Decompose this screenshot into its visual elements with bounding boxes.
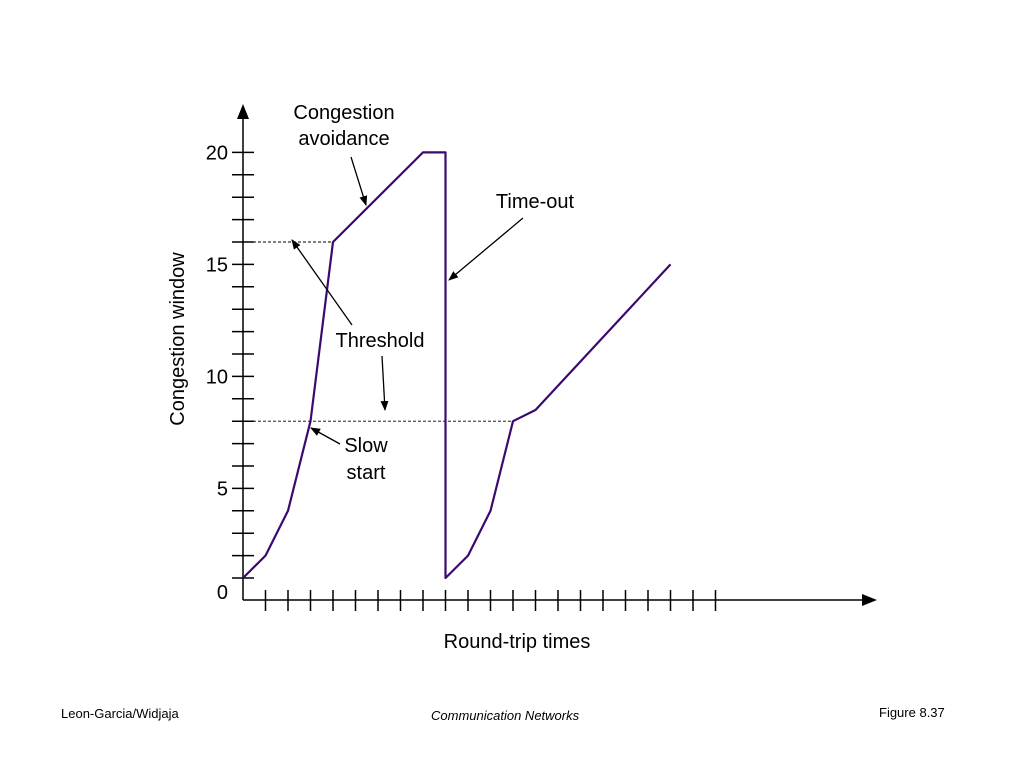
- y-tick-label-5: 5: [217, 478, 228, 500]
- congestion-window-line: [242, 151, 672, 580]
- threshold-lines: [243, 241, 513, 422]
- footer-figure-number: Figure 8.37: [879, 705, 945, 720]
- annotation-slow-start-line-2: start: [347, 462, 386, 484]
- x-axis-arrow-icon: [862, 594, 877, 606]
- arrow-congestion-avoidance: [350, 156, 368, 206]
- annotation-congestion-avoidance: Congestion avoidance: [293, 102, 395, 206]
- y-tick-label-20: 20: [206, 142, 228, 164]
- annotation-slow-start: Slow start: [310, 427, 388, 484]
- arrow-threshold-lower: [380, 355, 389, 411]
- y-axis-label: Congestion window: [167, 252, 189, 426]
- footer-book-title: Communication Networks: [431, 708, 580, 723]
- x-ticks: [264, 590, 717, 611]
- y-tick-labels: 0 5 10 15 20: [206, 142, 228, 604]
- axes: [237, 104, 877, 606]
- arrow-slow-start: [310, 427, 341, 445]
- annotation-threshold-label: Threshold: [336, 330, 425, 352]
- x-axis-label: Round-trip times: [444, 631, 591, 653]
- annotation-congestion-avoidance-line-2: avoidance: [298, 128, 389, 150]
- annotation-time-out: Time-out: [448, 191, 575, 281]
- arrow-time-out: [448, 217, 524, 281]
- footer-author: Leon-Garcia/Widjaja: [61, 706, 179, 721]
- annotation-time-out-label: Time-out: [496, 191, 575, 213]
- annotation-slow-start-line-1: Slow: [344, 435, 388, 457]
- y-axis-arrow-icon: [237, 104, 249, 119]
- y-tick-label-10: 10: [206, 366, 228, 388]
- arrow-threshold-upper: [291, 239, 353, 326]
- annotation-threshold: Threshold: [291, 239, 425, 411]
- annotation-congestion-avoidance-line-1: Congestion: [293, 102, 394, 124]
- y-tick-label-15: 15: [206, 254, 228, 276]
- y-tick-label-0: 0: [217, 582, 228, 604]
- series: [242, 151, 672, 580]
